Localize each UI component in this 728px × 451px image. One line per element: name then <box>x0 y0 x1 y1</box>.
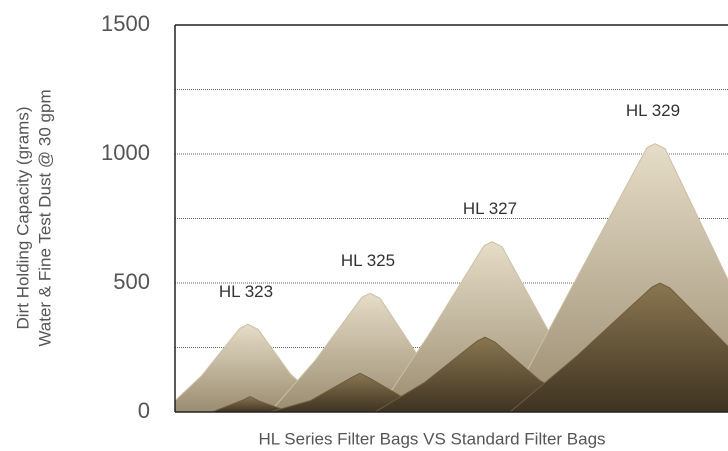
pile <box>509 282 728 412</box>
category-label: HL 325 <box>341 251 395 270</box>
y-tick-label: 0 <box>138 398 150 423</box>
y-axis-title: Dirt Holding Capacity (grams) <box>13 107 32 330</box>
y-axis-title: Water & Fine Test Dust @ 30 gpm <box>35 89 54 346</box>
category-label: HL 327 <box>463 199 517 218</box>
x-axis-title: HL Series Filter Bags VS Standard Filter… <box>258 429 605 448</box>
piles <box>175 143 728 412</box>
y-tick-label: 1000 <box>101 140 150 165</box>
y-tick-label: 500 <box>113 269 150 294</box>
y-tick-label: 1500 <box>101 11 150 36</box>
category-label: HL 323 <box>219 282 273 301</box>
category-label: HL 329 <box>626 101 680 120</box>
